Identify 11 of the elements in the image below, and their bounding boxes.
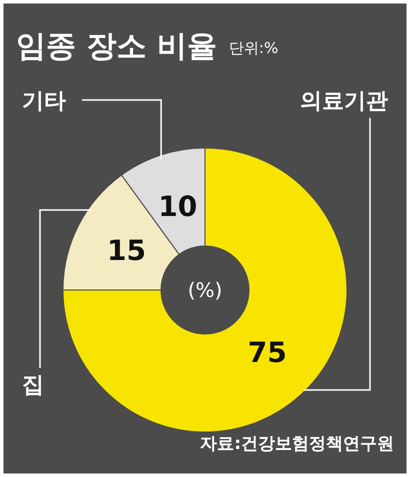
chart-title: 임종 장소 비율 (16, 29, 217, 64)
chart-subtitle: 단위:% (228, 39, 278, 57)
slice-label: 집 (22, 373, 44, 398)
donut-slice (62, 148, 348, 432)
data-label: 15 (107, 234, 146, 267)
slice-label: 의료기관 (300, 89, 388, 114)
text: 자료:건강보험정책연구원 (200, 434, 394, 454)
text: (%) (188, 278, 222, 302)
data-label: 10 (158, 190, 198, 224)
slice-label: 기타 (22, 89, 66, 114)
data-label: 75 (248, 336, 287, 370)
